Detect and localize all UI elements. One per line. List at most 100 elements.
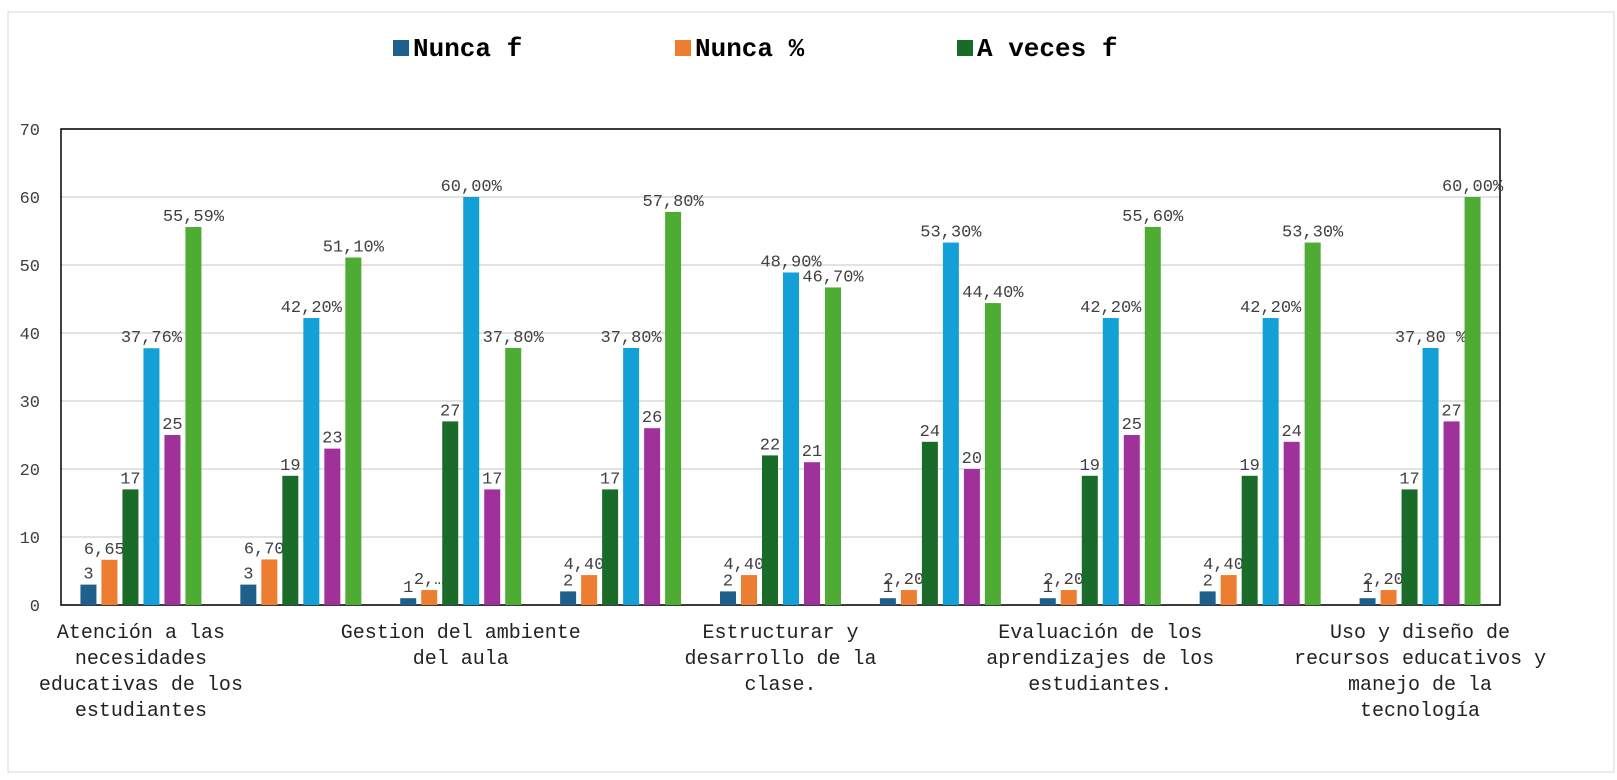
bar bbox=[1220, 575, 1237, 605]
data-label: 48,90% bbox=[760, 253, 822, 272]
data-label: 42,20% bbox=[1240, 299, 1302, 318]
y-tick-label: 40 bbox=[20, 326, 40, 345]
bar bbox=[581, 575, 598, 605]
bar bbox=[421, 590, 438, 605]
data-label: 55,59% bbox=[163, 208, 225, 227]
bar bbox=[1443, 421, 1460, 605]
data-label: 55,60% bbox=[1122, 208, 1184, 227]
bar bbox=[804, 462, 820, 605]
x-tick-label: Estructurar y desarrollo de la clase. bbox=[684, 622, 876, 697]
data-label: 51,10% bbox=[323, 239, 385, 258]
data-label: 27 bbox=[440, 402, 460, 421]
data-label: 53,30% bbox=[1282, 224, 1344, 243]
data-label: 26 bbox=[642, 409, 662, 428]
legend-label: A veces f bbox=[977, 34, 1117, 64]
bar bbox=[720, 591, 736, 605]
x-tick-label: Gestion del ambiente del aula bbox=[341, 622, 581, 671]
bar bbox=[741, 575, 757, 605]
bar bbox=[463, 197, 480, 605]
bar bbox=[282, 475, 299, 605]
bar bbox=[665, 211, 682, 605]
chart-border bbox=[7, 11, 1615, 773]
bar bbox=[1199, 591, 1216, 605]
bar bbox=[185, 226, 202, 605]
bar bbox=[1283, 441, 1300, 605]
bar bbox=[1060, 590, 1077, 605]
data-label: 3 bbox=[83, 566, 93, 585]
y-tick-label: 0 bbox=[30, 598, 40, 617]
data-label: 25 bbox=[162, 416, 182, 435]
bar bbox=[783, 272, 799, 605]
data-label: 2 bbox=[723, 572, 733, 591]
bar bbox=[80, 584, 97, 605]
data-label: 1 bbox=[403, 579, 413, 598]
bar bbox=[143, 348, 160, 605]
x-tick-label: Atención a las necesidades educativas de l… bbox=[39, 622, 243, 723]
bar bbox=[484, 489, 501, 605]
bar bbox=[1380, 590, 1397, 605]
data-label: 3 bbox=[243, 566, 253, 585]
bar bbox=[1039, 598, 1056, 605]
data-label: 23 bbox=[322, 430, 342, 449]
data-label: 37,80% bbox=[601, 329, 663, 348]
x-tick-label: Evaluación de los aprendizajes de los estu… bbox=[986, 622, 1214, 697]
data-label: 19 bbox=[1080, 457, 1100, 476]
data-label: 60,00% bbox=[1442, 178, 1504, 197]
data-label: 37,80% bbox=[483, 329, 545, 348]
data-label: 17 bbox=[482, 470, 502, 489]
data-label: 17 bbox=[1399, 470, 1419, 489]
data-label: 53,30% bbox=[920, 224, 982, 243]
data-label: 19 bbox=[1239, 457, 1259, 476]
bar bbox=[122, 489, 139, 605]
bar bbox=[505, 347, 522, 605]
bar bbox=[1102, 318, 1119, 605]
bar bbox=[602, 489, 619, 605]
bar bbox=[879, 598, 896, 605]
bar bbox=[963, 469, 980, 605]
y-tick-label: 50 bbox=[20, 258, 40, 277]
bar bbox=[261, 559, 278, 605]
data-label: 19 bbox=[280, 457, 300, 476]
bar bbox=[984, 303, 1001, 605]
data-label: 2 bbox=[563, 572, 573, 591]
y-tick-label: 20 bbox=[20, 462, 40, 481]
bar bbox=[1241, 475, 1258, 605]
bar bbox=[164, 435, 181, 605]
data-label: 60,00% bbox=[441, 178, 503, 197]
bar bbox=[1123, 435, 1140, 605]
data-label: 44,40% bbox=[962, 284, 1024, 303]
bar bbox=[101, 559, 118, 605]
bar bbox=[1304, 242, 1321, 605]
bar bbox=[921, 441, 938, 605]
legend-swatch bbox=[393, 40, 409, 56]
data-label: 1 bbox=[1043, 579, 1053, 598]
bar bbox=[623, 347, 640, 605]
data-label: 21 bbox=[802, 443, 822, 462]
bar bbox=[1144, 226, 1161, 606]
bar bbox=[442, 421, 459, 605]
bar bbox=[324, 448, 341, 605]
data-label: 46,70% bbox=[802, 268, 864, 287]
y-tick-label: 30 bbox=[20, 394, 40, 413]
bar bbox=[1464, 197, 1481, 605]
legend-swatch bbox=[675, 40, 691, 56]
bar bbox=[1401, 489, 1418, 605]
data-label: 57,80% bbox=[643, 193, 705, 212]
data-label: 1 bbox=[883, 579, 893, 598]
data-label: 1 bbox=[1362, 579, 1372, 598]
bar bbox=[762, 455, 778, 605]
legend-label: Nunca f bbox=[413, 34, 522, 64]
data-label: 22 bbox=[760, 436, 780, 455]
bar bbox=[303, 318, 320, 605]
data-label: 2 bbox=[1203, 572, 1213, 591]
legend-swatch bbox=[957, 40, 973, 56]
bar bbox=[345, 257, 362, 605]
bar bbox=[644, 428, 661, 605]
data-label: 37,76% bbox=[121, 329, 183, 348]
data-label: 17 bbox=[120, 470, 140, 489]
legend-label: Nunca % bbox=[695, 34, 805, 64]
data-label: 37,80 % bbox=[1395, 329, 1467, 348]
bar bbox=[240, 584, 257, 605]
y-tick-label: 70 bbox=[20, 122, 40, 141]
